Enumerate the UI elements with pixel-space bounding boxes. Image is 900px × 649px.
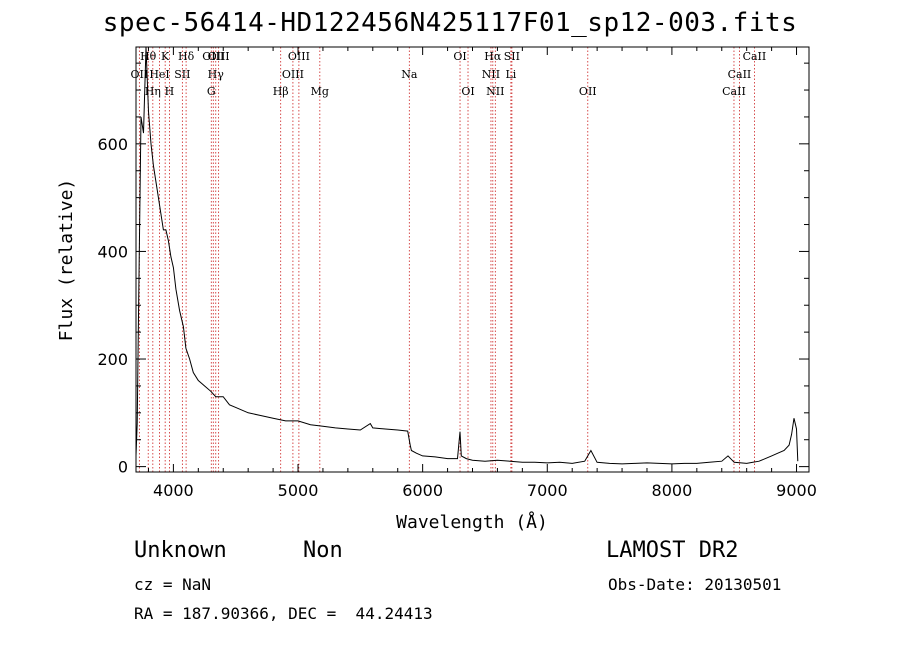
- spectrum-line: [135, 46, 799, 465]
- x-tick-label: 9000: [776, 481, 817, 500]
- emission-line-label: OIII: [208, 50, 230, 63]
- y-axis-ticks: 0 200 400 600: [97, 62, 809, 477]
- emission-line-label: SII: [174, 68, 190, 81]
- y-tick-label: 400: [97, 242, 128, 261]
- x-tick-label: 4000: [153, 481, 194, 500]
- coordinates-label: RA = 187.90366, DEC = 44.24413: [134, 604, 433, 623]
- emission-line-label: CaII: [722, 85, 746, 98]
- emission-line-label: OI: [461, 85, 474, 98]
- chart-title: spec-56414-HD122456N425117F01_sp12-003.f…: [102, 8, 798, 38]
- emission-line-label: Mg: [311, 85, 329, 98]
- emission-line-label: Hβ: [273, 85, 289, 98]
- y-axis-label: Flux (relative): [56, 179, 77, 342]
- emission-line-labels: OIIHθHηHeIKHSIIHδGOIIIHγOIIIHβOIIIOIIIMg…: [131, 50, 767, 98]
- x-tick-label: 8000: [652, 481, 693, 500]
- emission-line-label: OII: [579, 85, 597, 98]
- obs-date-label: Obs-Date: 20130501: [608, 575, 782, 594]
- emission-line-label: HeI: [149, 68, 169, 81]
- emission-line-markers: [138, 47, 755, 472]
- emission-line-label: Hη: [145, 85, 161, 98]
- emission-line-label: G: [207, 85, 216, 98]
- subclass-label: Non: [303, 538, 343, 563]
- emission-line-label: K: [161, 50, 170, 63]
- emission-line-label: OIII: [202, 50, 224, 63]
- y-tick-label: 600: [97, 135, 128, 154]
- redshift-label: cz = NaN: [134, 575, 212, 594]
- emission-line-label: Hδ: [178, 50, 195, 63]
- x-axis-ticks: 4000 5000 6000 7000 8000 9000: [147, 47, 817, 500]
- emission-line-label: NII: [482, 68, 500, 81]
- x-tick-label: 7000: [527, 481, 568, 500]
- x-axis-label: Wavelength (Å): [396, 511, 548, 533]
- emission-line-label: NII: [486, 85, 504, 98]
- emission-line-label: Li: [505, 68, 516, 81]
- y-tick-label: 200: [97, 350, 128, 369]
- emission-line-label: Hθ: [140, 50, 157, 63]
- emission-line-label: OI: [453, 50, 466, 63]
- x-tick-label: 6000: [402, 481, 443, 500]
- emission-line-label: Na: [401, 68, 418, 81]
- survey-label: LAMOST DR2: [606, 538, 739, 563]
- class-label: Unknown: [134, 538, 227, 563]
- emission-line-label: H: [165, 85, 175, 98]
- emission-line-label: OIII: [282, 68, 304, 81]
- emission-line-label: CaII: [728, 68, 752, 81]
- emission-line-label: OII: [131, 68, 149, 81]
- x-tick-label: 5000: [278, 481, 319, 500]
- emission-line-label: OIII: [288, 50, 310, 63]
- emission-line-label: Hα: [484, 50, 502, 63]
- emission-line-label: CaII: [743, 50, 767, 63]
- emission-line-label: Hγ: [208, 68, 225, 81]
- y-tick-label: 0: [118, 458, 128, 477]
- emission-line-label: SII: [504, 50, 520, 63]
